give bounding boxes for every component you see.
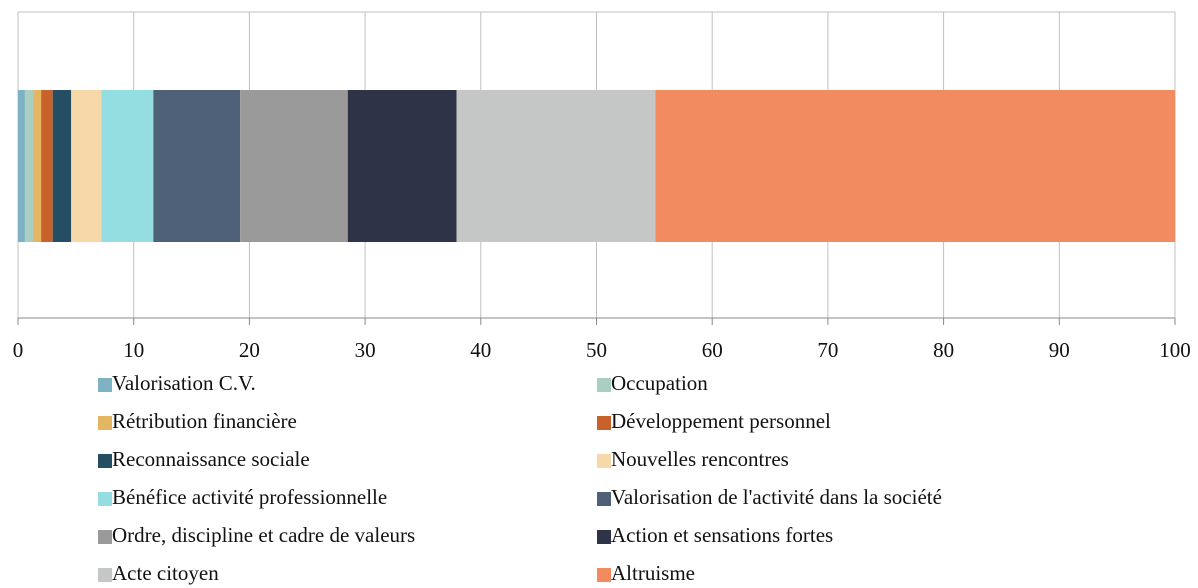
legend-swatch	[98, 530, 112, 544]
x-tick-label: 70	[817, 338, 838, 362]
x-tick-label: 100	[1159, 338, 1191, 362]
bar-segment	[456, 90, 656, 242]
legend-label: Action et sensations fortes	[611, 523, 833, 547]
bar-segment	[655, 90, 1175, 242]
legend-label: Développement personnel	[611, 409, 831, 433]
legend-label: Reconnaissance sociale	[112, 447, 310, 471]
legend-swatch	[597, 416, 611, 430]
legend-swatch	[597, 530, 611, 544]
legend-swatch	[597, 568, 611, 582]
bar-segment	[24, 90, 34, 242]
bar-segment	[52, 90, 72, 242]
bar-segment	[71, 90, 102, 242]
legend-swatch	[98, 568, 112, 582]
legend-label: Bénéfice activité professionnelle	[112, 485, 387, 509]
x-tick-label: 0	[13, 338, 24, 362]
legend-label: Valorisation de l'activité dans la socié…	[611, 485, 942, 509]
legend-swatch	[98, 454, 112, 468]
bar-segment	[153, 90, 241, 242]
x-tick-label: 60	[702, 338, 723, 362]
legend-swatch	[98, 416, 112, 430]
bar-segment	[33, 90, 42, 242]
bar-segment	[18, 90, 25, 242]
x-tick-label: 30	[355, 338, 376, 362]
x-tick-label: 20	[239, 338, 260, 362]
x-tick-label: 10	[123, 338, 144, 362]
bar-segment	[41, 90, 53, 242]
legend-label: Rétribution financière	[112, 409, 297, 433]
legend-label: Occupation	[611, 371, 708, 395]
legend-swatch	[597, 378, 611, 392]
legend-label: Altruisme	[611, 561, 695, 585]
x-tick-label: 40	[470, 338, 491, 362]
x-tick-label: 80	[933, 338, 954, 362]
legend-swatch	[597, 454, 611, 468]
legend-label: Nouvelles rencontres	[611, 447, 789, 471]
bar-segment	[240, 90, 348, 242]
legend-swatch	[597, 492, 611, 506]
bar-segment	[101, 90, 154, 242]
legend-label: Valorisation C.V.	[112, 371, 256, 395]
legend-label: Acte citoyen	[112, 561, 219, 585]
legend-label: Ordre, discipline et cadre de valeurs	[112, 523, 415, 547]
bar-segment	[347, 90, 457, 242]
legend-swatch	[98, 492, 112, 506]
x-tick-label: 50	[586, 338, 607, 362]
legend-swatch	[98, 378, 112, 392]
x-tick-label: 90	[1049, 338, 1070, 362]
